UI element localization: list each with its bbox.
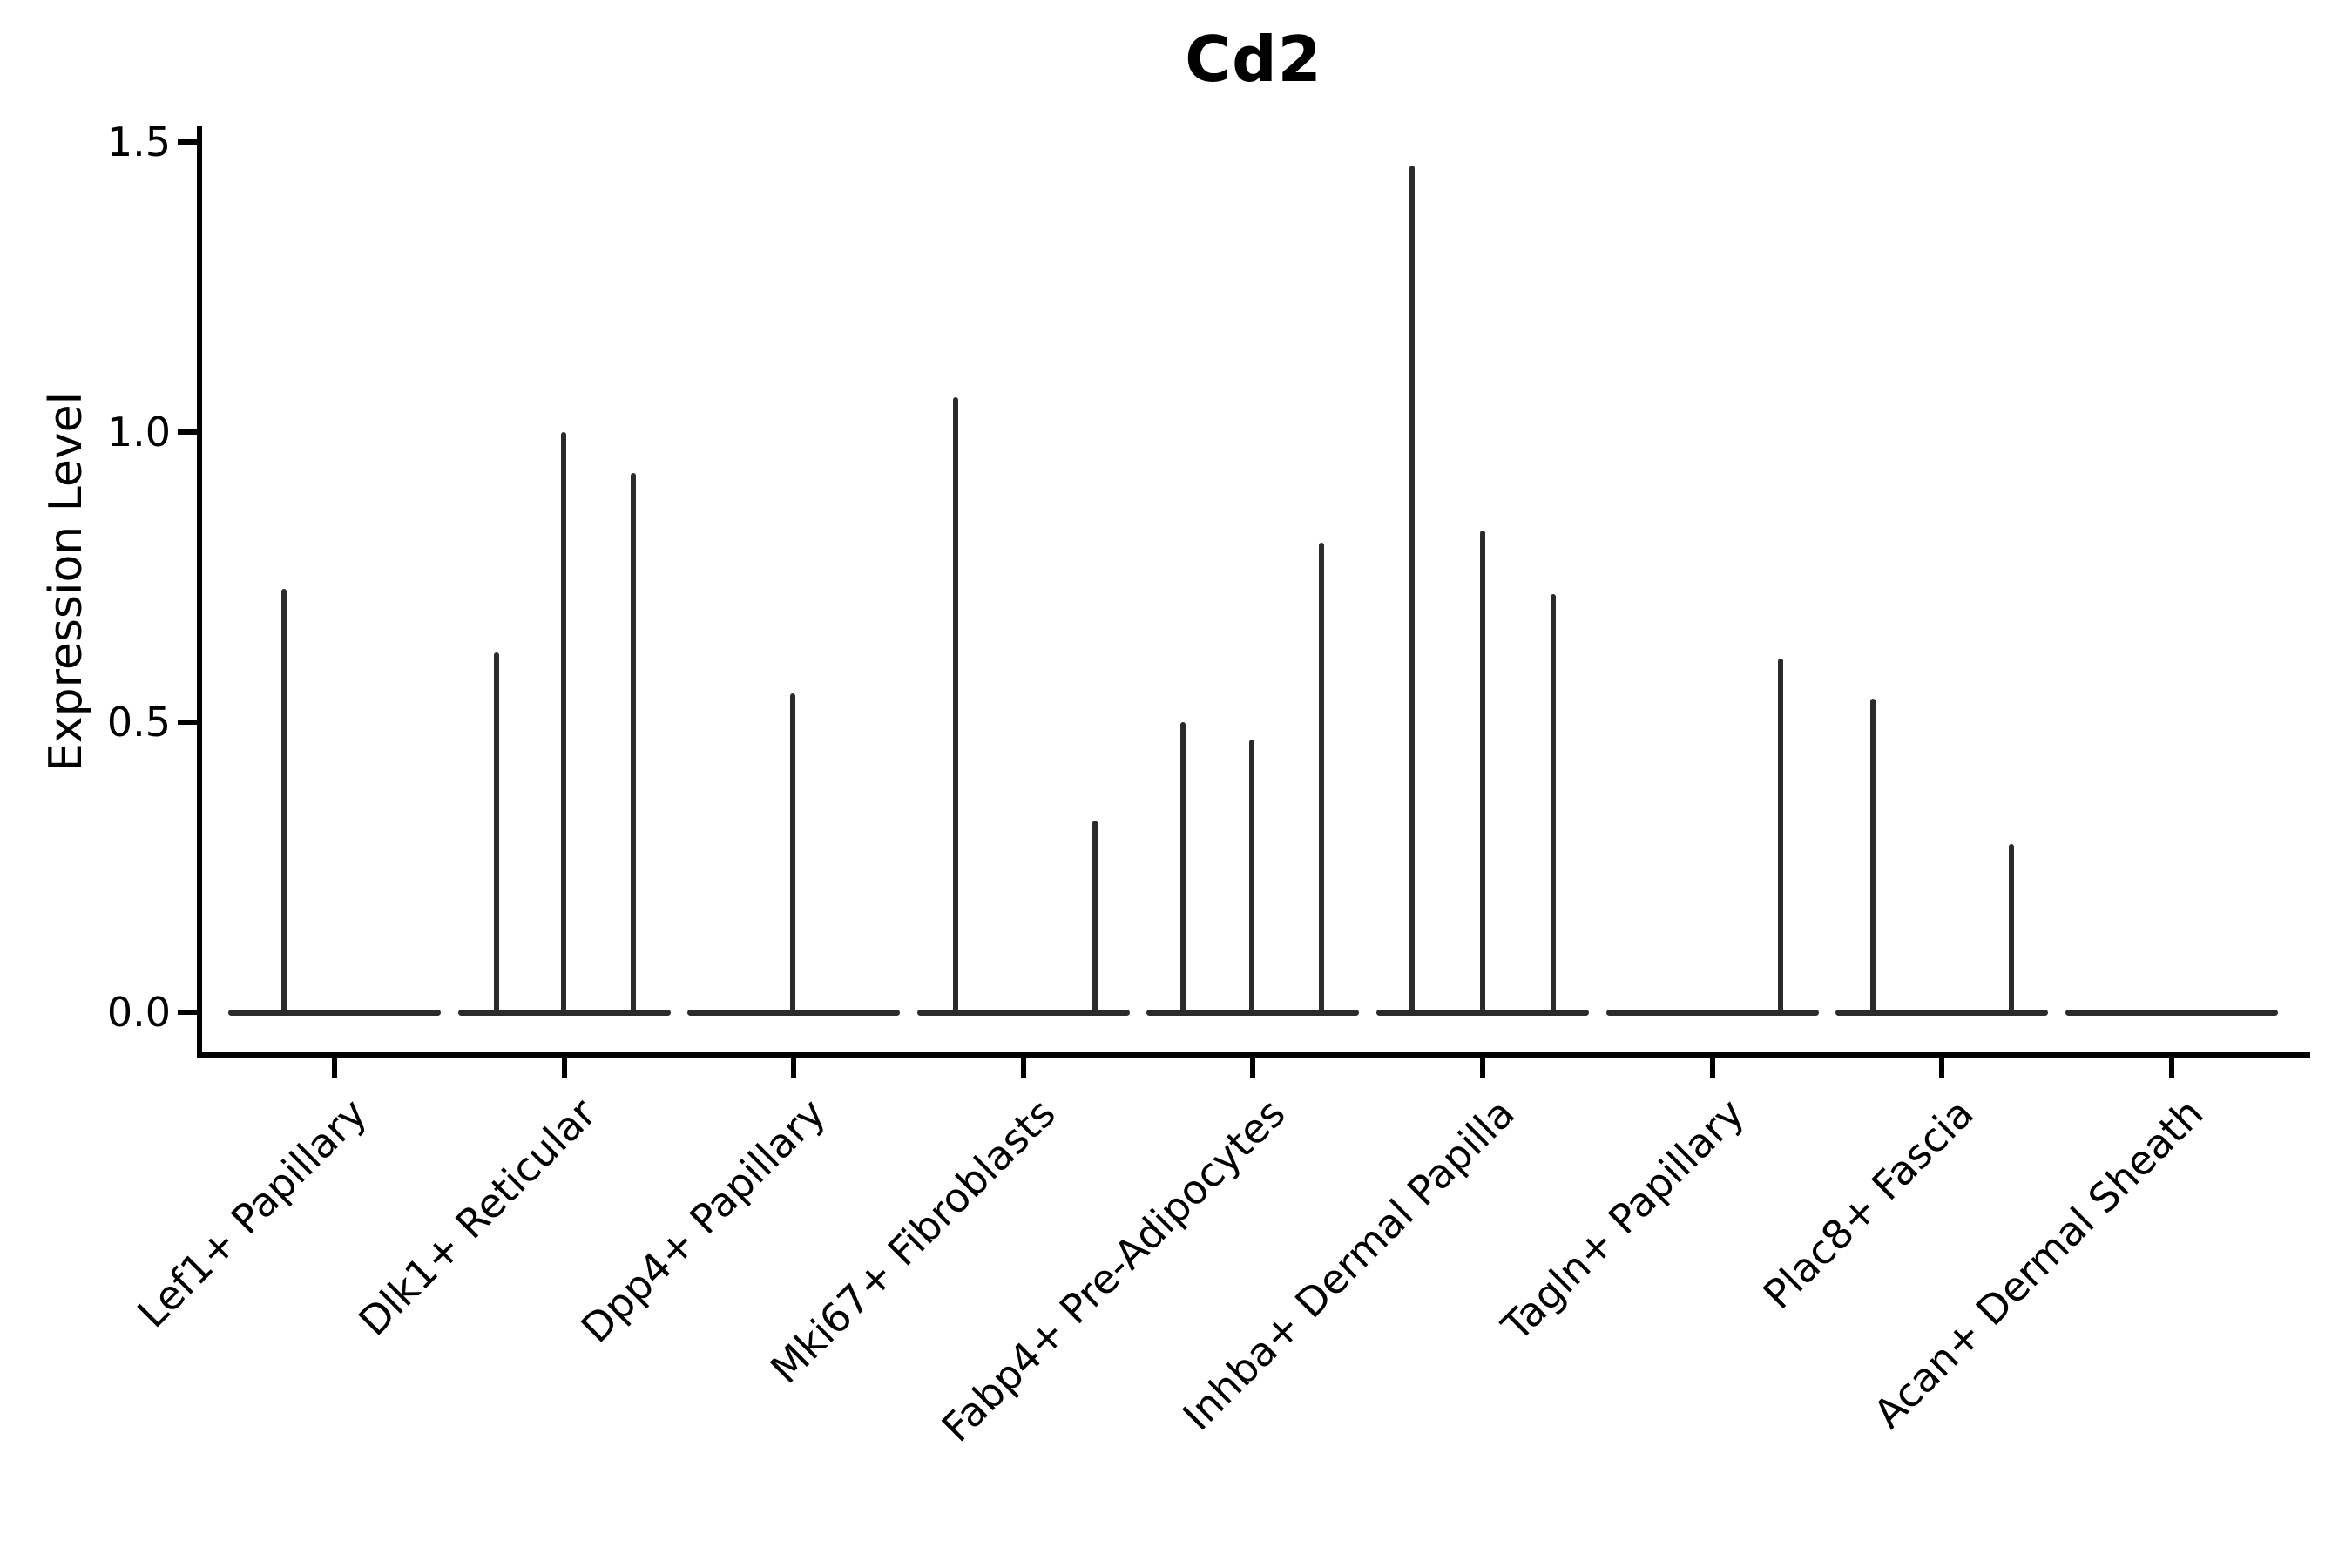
x-axis-tick-label: Lef1+ Papillary [127, 1089, 375, 1337]
violin-spike [1777, 658, 1783, 1015]
x-axis-tick [1709, 1058, 1715, 1078]
violin-spike [790, 693, 796, 1015]
x-axis-tick [1250, 1058, 1256, 1078]
violin-baseline [2065, 1009, 2278, 1016]
violin-spike [952, 397, 958, 1015]
violin-baseline [1605, 1009, 1819, 1016]
x-axis-tick [1020, 1058, 1026, 1078]
x-axis-spine [197, 1052, 2310, 1058]
violin-baseline [916, 1009, 1130, 1016]
x-axis-tick-label: Dpp4+ Papillary [571, 1089, 835, 1352]
violin-spike [2009, 843, 2015, 1015]
chart-title: Cd2 [1185, 23, 1322, 96]
violin-baseline [1835, 1009, 2049, 1016]
y-axis-tick [178, 139, 197, 145]
violin-spike [493, 652, 499, 1015]
violin-spike [1180, 722, 1186, 1015]
y-axis-tick-label: 0.5 [106, 699, 171, 746]
y-axis-tick [178, 720, 197, 725]
y-axis-spine [197, 126, 202, 1058]
x-axis-tick [791, 1058, 797, 1078]
y-axis-tick [178, 429, 197, 435]
violin-spike [560, 432, 566, 1015]
x-axis-tick-label: Tagln+ Papillary [1492, 1089, 1754, 1350]
violin-spike [1870, 699, 1876, 1015]
y-axis-tick-label: 1.5 [106, 118, 171, 166]
violin-spike [1249, 739, 1255, 1015]
violin-spike [1480, 531, 1485, 1015]
x-axis-tick [1939, 1058, 1945, 1078]
violin-spike [630, 472, 636, 1015]
x-axis-tick [332, 1058, 337, 1078]
violin-spike [1092, 821, 1098, 1015]
x-axis-tick [2168, 1058, 2174, 1078]
violin-spike [1319, 542, 1325, 1015]
x-axis-tick [561, 1058, 567, 1078]
y-axis-tick-label: 0.0 [106, 989, 171, 1036]
x-axis-tick-label: Dlk1+ Reticular [349, 1089, 605, 1345]
violin-spike [281, 588, 287, 1015]
x-axis-tick-label: Plac8+ Fascia [1754, 1089, 1983, 1318]
violin-spike [1551, 594, 1556, 1015]
violin-spike [1409, 165, 1415, 1015]
x-axis-tick [1480, 1058, 1485, 1078]
y-axis-tick-label: 1.0 [106, 409, 171, 456]
y-axis-tick [178, 1010, 197, 1015]
violin-baseline [228, 1009, 441, 1016]
